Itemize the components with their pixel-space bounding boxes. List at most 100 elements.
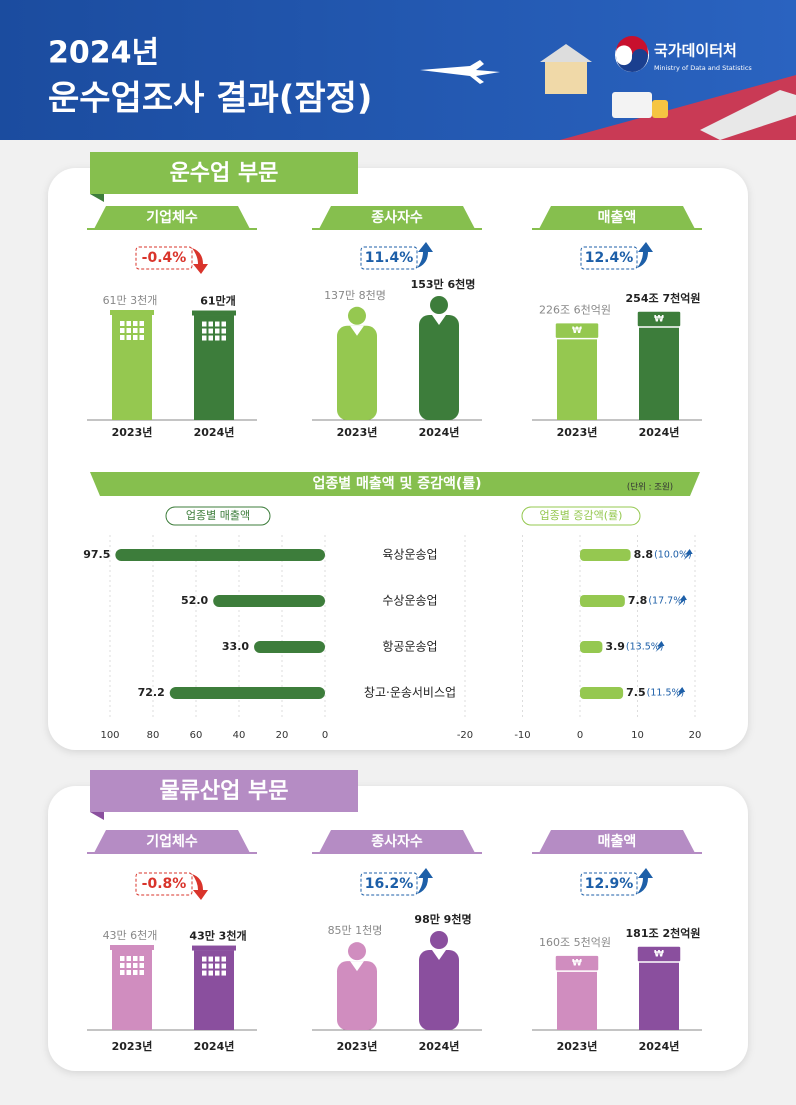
legend-label: 업종별 매출액 bbox=[186, 509, 250, 522]
money-symbol: ₩ bbox=[654, 950, 664, 960]
change-box bbox=[580, 872, 638, 896]
value-label: 181조 2천억원 bbox=[626, 926, 701, 940]
panel-title: 매출액 bbox=[598, 209, 637, 226]
building-window bbox=[133, 956, 138, 961]
rate-label: (11.5%) bbox=[647, 688, 685, 699]
section-tab bbox=[90, 770, 358, 812]
building-window bbox=[221, 328, 226, 334]
building-window bbox=[215, 963, 220, 969]
change-value: 3.9 bbox=[605, 640, 625, 653]
panel-title-tab bbox=[319, 206, 475, 229]
sales-bar bbox=[254, 641, 325, 653]
building-window bbox=[215, 970, 220, 976]
warehouse-decor bbox=[545, 60, 587, 94]
change-box bbox=[360, 872, 418, 896]
x-tick-label: 40 bbox=[233, 730, 246, 741]
building-window bbox=[202, 970, 207, 976]
legend-pill bbox=[165, 506, 271, 526]
building-window bbox=[120, 335, 125, 340]
panel-title: 종사자수 bbox=[371, 834, 423, 850]
value-label: 43만 3천개 bbox=[189, 929, 246, 943]
truck-cab bbox=[652, 100, 668, 118]
building-window bbox=[221, 956, 226, 962]
change-box bbox=[135, 246, 193, 270]
value-label: 61만 3천개 bbox=[103, 293, 158, 307]
building-window bbox=[120, 321, 125, 326]
logo-subtext: Ministry of Data and Statistics bbox=[654, 64, 752, 72]
building-window bbox=[221, 321, 226, 327]
building-window bbox=[215, 335, 220, 341]
change-arrow bbox=[192, 248, 208, 274]
sales-label: 72.2 bbox=[138, 686, 165, 699]
building-window bbox=[133, 321, 138, 326]
chart-unit: (단위 : 조원) bbox=[627, 482, 673, 493]
year-label: 2023년 bbox=[557, 425, 598, 439]
year-label: 2023년 bbox=[337, 425, 378, 439]
x2-tick-label: -10 bbox=[514, 730, 530, 741]
x-tick-label: 20 bbox=[276, 730, 289, 741]
building-window bbox=[215, 328, 220, 334]
building-window bbox=[133, 970, 138, 975]
building-window bbox=[139, 963, 144, 968]
change-arrow bbox=[417, 242, 433, 268]
building-window bbox=[215, 956, 220, 962]
money-symbol: ₩ bbox=[572, 959, 582, 969]
value-label: 254조 7천억원 bbox=[626, 291, 701, 305]
building-window bbox=[221, 970, 226, 976]
bar bbox=[419, 315, 459, 420]
building-window bbox=[208, 328, 213, 334]
bar bbox=[194, 315, 234, 420]
person-collar bbox=[350, 961, 364, 972]
building-window bbox=[126, 956, 131, 961]
bar bbox=[337, 325, 377, 420]
building-window bbox=[139, 335, 144, 340]
building-window bbox=[202, 963, 207, 969]
building-window bbox=[208, 321, 213, 327]
section-tab-fold bbox=[90, 194, 104, 202]
change-value: 7.8 bbox=[628, 594, 648, 607]
change-label: 11.4% bbox=[365, 250, 414, 266]
panel-title-tab bbox=[94, 206, 250, 229]
building-window bbox=[139, 328, 144, 333]
value-label: 85만 1천명 bbox=[328, 923, 383, 937]
change-value: 7.5 bbox=[626, 686, 646, 699]
building-window bbox=[202, 321, 207, 327]
person-head bbox=[430, 931, 448, 949]
logo-emblem-blue bbox=[615, 48, 648, 72]
panel-title-tab bbox=[539, 206, 695, 229]
value-label: 137만 8천명 bbox=[324, 288, 386, 302]
money-symbol: ₩ bbox=[572, 326, 582, 336]
panel-title: 종사자수 bbox=[371, 210, 423, 226]
chart-title: 업종별 매출액 및 증감액(률) bbox=[312, 475, 481, 492]
year-label: 2023년 bbox=[337, 1039, 378, 1053]
money-cap bbox=[636, 945, 682, 963]
x2-tick-label: 20 bbox=[689, 730, 702, 741]
year-label: 2024년 bbox=[194, 1039, 235, 1053]
building-window bbox=[202, 956, 207, 962]
year-label: 2024년 bbox=[419, 425, 460, 439]
building-window bbox=[208, 956, 213, 962]
change-bar bbox=[580, 549, 631, 561]
change-label: -0.8% bbox=[142, 876, 187, 892]
building-window bbox=[139, 970, 144, 975]
rate-arrow bbox=[683, 549, 693, 560]
airplane-decor bbox=[420, 60, 500, 84]
building-window bbox=[126, 970, 131, 975]
person-head bbox=[348, 942, 366, 961]
year-label: 2024년 bbox=[639, 425, 680, 439]
year-label: 2023년 bbox=[557, 1039, 598, 1053]
section-title: 운수업 부문 bbox=[170, 161, 279, 186]
person-collar bbox=[432, 950, 446, 960]
year-label: 2024년 bbox=[194, 425, 235, 439]
bar bbox=[557, 326, 597, 420]
value-label: 160조 5천억원 bbox=[539, 935, 611, 949]
building-window bbox=[120, 963, 125, 968]
change-label: -0.4% bbox=[142, 250, 187, 266]
change-arrow bbox=[192, 874, 208, 900]
building-window bbox=[139, 956, 144, 961]
legend-label: 업종별 증감액(률) bbox=[540, 509, 623, 522]
value-label: 153만 6천명 bbox=[411, 277, 476, 291]
x-tick-label: 100 bbox=[100, 730, 119, 741]
building-window bbox=[126, 963, 131, 968]
year-label: 2023년 bbox=[112, 425, 153, 439]
